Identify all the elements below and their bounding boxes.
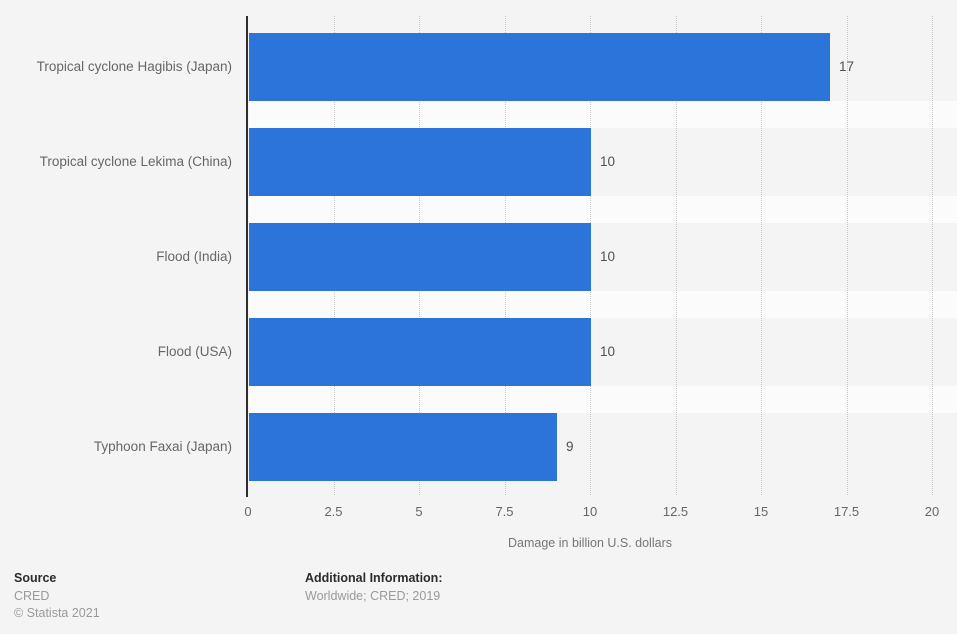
category-label: Flood (India) xyxy=(156,249,232,264)
x-tick-label: 2.5 xyxy=(324,504,343,519)
gridline xyxy=(846,16,848,495)
x-tick-label: 15 xyxy=(753,504,769,519)
category-label: Flood (USA) xyxy=(157,344,232,359)
value-label: 10 xyxy=(600,344,616,359)
value-label: 10 xyxy=(600,154,616,169)
x-tick-label: 20 xyxy=(924,504,940,519)
value-label: 10 xyxy=(600,249,616,264)
bar xyxy=(249,33,830,101)
bar xyxy=(249,318,591,386)
value-label: 17 xyxy=(839,59,855,74)
source-heading: Source xyxy=(14,571,57,585)
gridline xyxy=(932,16,933,495)
bar xyxy=(249,223,591,291)
row-separator-band xyxy=(249,291,957,318)
gridline xyxy=(761,16,762,495)
bar xyxy=(249,128,591,196)
row-separator-band xyxy=(249,101,957,128)
x-tick-label: 12.5 xyxy=(662,504,689,519)
y-axis-line xyxy=(246,16,248,497)
row-separator-band xyxy=(249,386,957,413)
gridline xyxy=(675,16,677,495)
category-label: Tropical cyclone Lekima (China) xyxy=(39,154,232,169)
x-tick-label: 7.5 xyxy=(495,504,514,519)
x-tick-label: 5 xyxy=(415,504,423,519)
source-name: CRED xyxy=(14,589,50,603)
additional-information-heading: Additional Information: xyxy=(305,571,443,585)
x-tick-label: 17.5 xyxy=(833,504,860,519)
x-tick-label: 0 xyxy=(244,504,252,519)
category-label: Typhoon Faxai (Japan) xyxy=(93,439,232,454)
additional-information-text: Worldwide; CRED; 2019 xyxy=(305,589,441,603)
row-separator-band xyxy=(249,196,957,223)
category-label: Tropical cyclone Hagibis (Japan) xyxy=(36,59,232,74)
bar xyxy=(249,413,557,481)
x-axis-title: Damage in billion U.S. dollars xyxy=(508,536,672,550)
copyright-notice: © Statista 2021 xyxy=(14,606,100,620)
value-label: 9 xyxy=(566,439,574,454)
x-tick-label: 10 xyxy=(582,504,598,519)
